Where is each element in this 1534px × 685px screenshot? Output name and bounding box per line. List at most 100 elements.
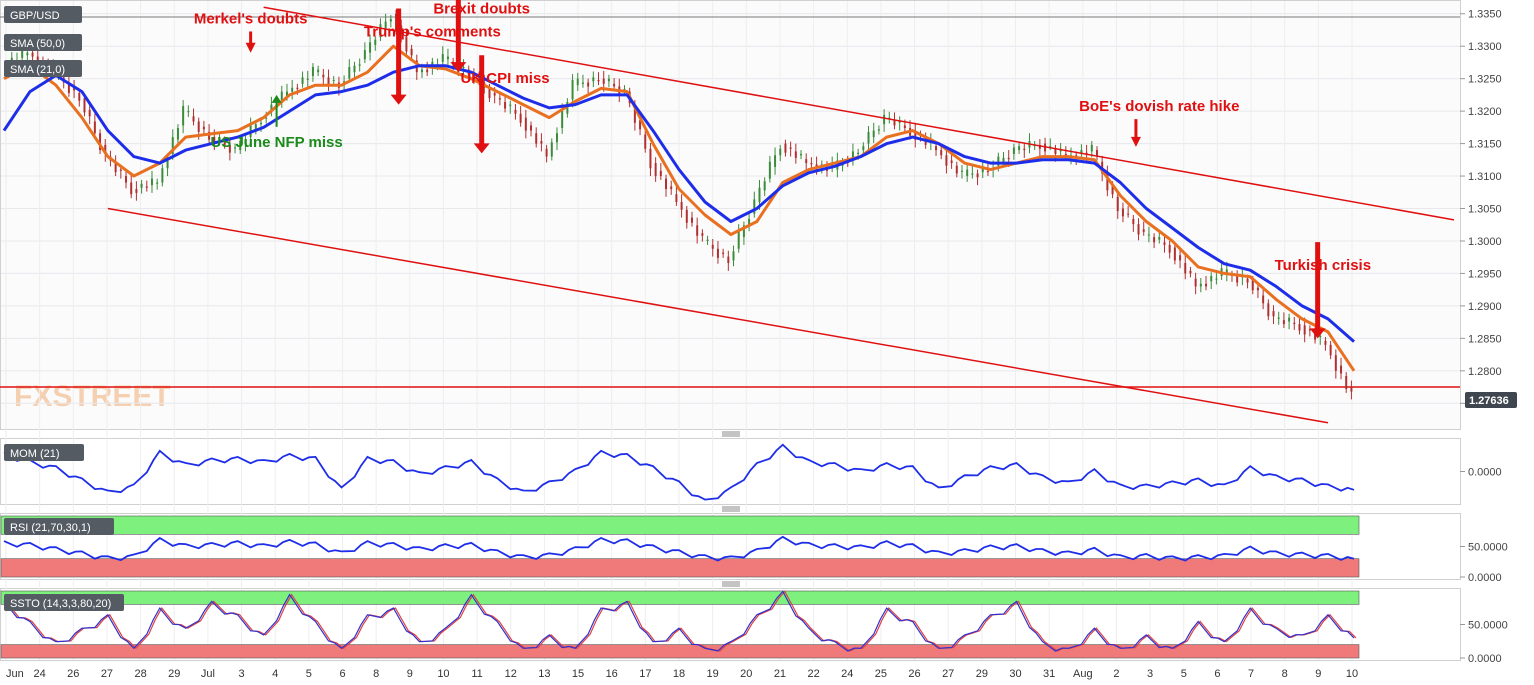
candle-body [519,113,522,123]
rsi-label-text: RSI (21,70,30,1) [10,522,91,534]
price-tick-label: 1.3150 [1468,139,1502,151]
time-tick-label: 11 [471,668,482,680]
candle-body [665,178,668,190]
time-tick-label: 13 [538,668,550,680]
ssto-label[interactable]: SSTO (14,3,3,80,20) [4,594,124,611]
sma21-text: SMA (21,0) [10,64,65,76]
candle-body [119,169,122,171]
candle-body [960,170,963,172]
candle-body [540,140,543,144]
candle-body [1293,322,1296,325]
time-tick-label: 2 [1113,668,1119,680]
candle-body [748,218,751,226]
candle-body [701,233,704,236]
annotation-arrowhead [390,94,407,105]
candle-body [986,170,989,173]
overbought-zone [0,590,1360,605]
candle-body [400,25,403,35]
candle-body [758,187,761,203]
time-tick-label: 17 [639,668,651,680]
time-tick-label: 19 [707,668,719,680]
candle-body [524,117,527,131]
candle-body [395,13,398,31]
price-tick-label: 1.3100 [1468,171,1502,183]
time-tick-label: Jun [6,668,24,680]
symbol-label[interactable]: GBP/USD [4,6,82,23]
candle-body [810,163,813,165]
rsi-plot [0,515,1360,578]
time-tick-label: 3 [238,668,244,680]
candle-body [1184,263,1187,274]
sma21-label[interactable]: SMA (21,0) [4,60,82,77]
rsi-label[interactable]: RSI (21,70,30,1) [4,518,114,535]
indicator-tick-label: 0.0000 [1468,572,1502,584]
annotation-arrowhead [1130,136,1141,147]
time-tick-label: 28 [134,668,146,680]
candle-body [1340,365,1343,374]
candle-body [1314,333,1317,340]
annotation-arrowhead [271,94,282,103]
price-tick-label: 1.2950 [1468,268,1502,280]
candle-body [1153,237,1156,243]
resize-grip-1[interactable] [722,431,740,437]
candle-body [369,42,372,53]
candle-body [1137,224,1140,235]
indicator-tick-label: 50.0000 [1468,542,1508,554]
price-tick-label: 1.3350 [1468,9,1502,21]
candle-body [1215,278,1218,280]
candle-body [633,105,636,123]
candle-body [140,183,143,188]
candle-body [389,18,392,22]
time-tick-label: 29 [168,668,180,680]
last-price-badge: 1.27636 [1465,392,1517,408]
annotation-label: Trump's comments [364,23,501,40]
candle-body [613,83,616,87]
candle-body [1147,234,1150,236]
candle-body [1023,148,1026,151]
time-tick-label: 26 [908,668,920,680]
resize-grip-2[interactable] [722,506,740,512]
candle-body [509,104,512,106]
candle-body [462,66,465,68]
time-tick-label: 20 [740,668,752,680]
candle-body [800,153,803,156]
candle-body [1334,355,1337,371]
price-tick-label: 1.3250 [1468,74,1502,86]
candle-body [955,165,958,174]
candle-body [73,87,76,91]
resize-grip-3[interactable] [722,581,740,587]
candle-body [192,116,195,122]
time-tick-label: 9 [407,668,413,680]
price-panel [0,0,1461,430]
candle-body [67,82,70,93]
annotation-label: Merkel's doubts [194,10,308,27]
annotation-label: BoE's dovish rate hike [1079,98,1239,115]
candle-body [83,98,86,113]
candle-body [239,140,242,151]
candle-body [93,121,96,134]
candle-body [446,56,449,60]
candle-body [156,182,159,184]
candle-body [685,209,688,223]
candle-body [716,248,719,258]
sma50-label[interactable]: SMA (50,0) [4,34,82,51]
time-tick-label: 5 [1181,668,1187,680]
candle-body [104,144,107,154]
candle-body [130,182,133,195]
price-tick-label: 1.2800 [1468,366,1502,378]
time-tick-label: 8 [373,668,379,680]
candle-body [659,170,662,177]
candle-body [940,150,943,156]
candle-body [472,72,475,80]
candle-body [426,69,429,73]
candle-body [789,147,792,149]
candle-body [576,78,579,86]
mom-label[interactable]: MOM (21) [4,444,84,461]
candle-body [690,217,693,223]
candle-body [1127,213,1130,215]
candle-body [971,173,974,175]
candle-body [935,146,938,151]
price-tick-label: 1.2850 [1468,333,1502,345]
candle-body [857,152,860,154]
